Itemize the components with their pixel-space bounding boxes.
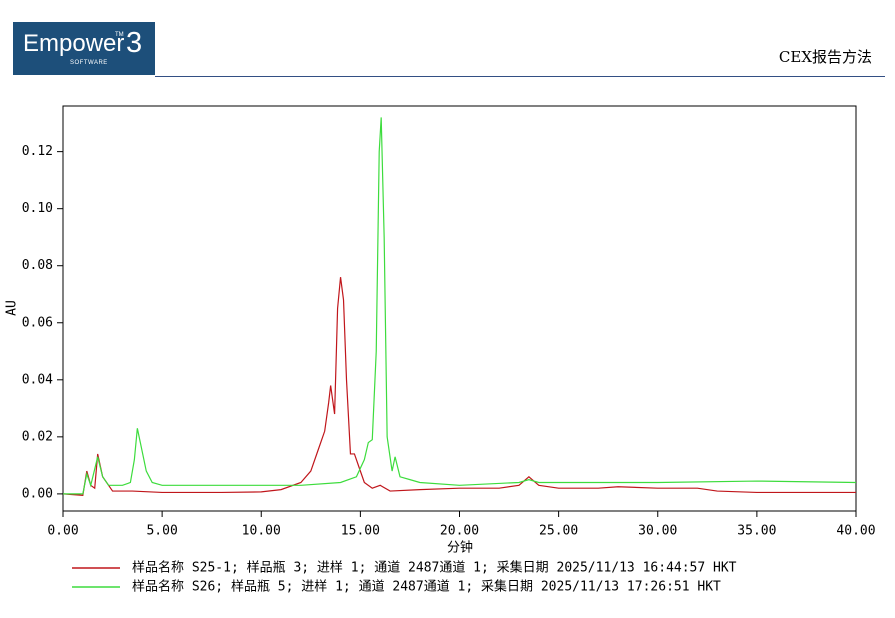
y-tick-label: 0.04 bbox=[22, 372, 53, 387]
x-tick-label: 0.00 bbox=[47, 524, 78, 539]
logo: Empower TM 3 SOFTWARE bbox=[13, 22, 155, 75]
y-tick-label: 0.02 bbox=[22, 429, 53, 444]
logo-subtitle: SOFTWARE bbox=[70, 60, 108, 66]
x-tick-label: 20.00 bbox=[440, 524, 479, 539]
x-tick-label: 35.00 bbox=[737, 524, 776, 539]
y-tick-label: 0.12 bbox=[22, 144, 53, 159]
y-tick-label: 0.06 bbox=[22, 315, 53, 330]
x-tick-label: 10.00 bbox=[242, 524, 281, 539]
x-tick-label: 5.00 bbox=[146, 524, 177, 539]
report-title: CEX报告方法 bbox=[778, 48, 872, 66]
y-axis-label: AU bbox=[5, 300, 20, 316]
x-tick-label: 25.00 bbox=[539, 524, 578, 539]
x-tick-label: 15.00 bbox=[341, 524, 380, 539]
x-tick-label: 30.00 bbox=[638, 524, 677, 539]
legend-label: 样品名称 S25-1; 样品瓶 3; 进样 1; 通道 2487通道 1; 采集… bbox=[132, 560, 737, 576]
logo-version: 3 bbox=[126, 27, 143, 59]
plot-frame bbox=[62, 105, 857, 512]
y-tick-label: 0.10 bbox=[22, 201, 53, 216]
logo-text: Empower bbox=[23, 30, 125, 57]
y-tick-label: 0.08 bbox=[22, 258, 53, 273]
x-axis-label: 分钟 bbox=[447, 540, 473, 556]
x-tick-label: 40.00 bbox=[836, 524, 875, 539]
series-line bbox=[62, 277, 856, 496]
legend-label: 样品名称 S26; 样品瓶 5; 进样 1; 通道 2487通道 1; 采集日期… bbox=[132, 579, 721, 595]
series-line bbox=[63, 117, 857, 495]
logo-tm: TM bbox=[115, 32, 124, 38]
header-rule bbox=[155, 76, 885, 77]
y-tick-label: 0.00 bbox=[22, 486, 53, 501]
